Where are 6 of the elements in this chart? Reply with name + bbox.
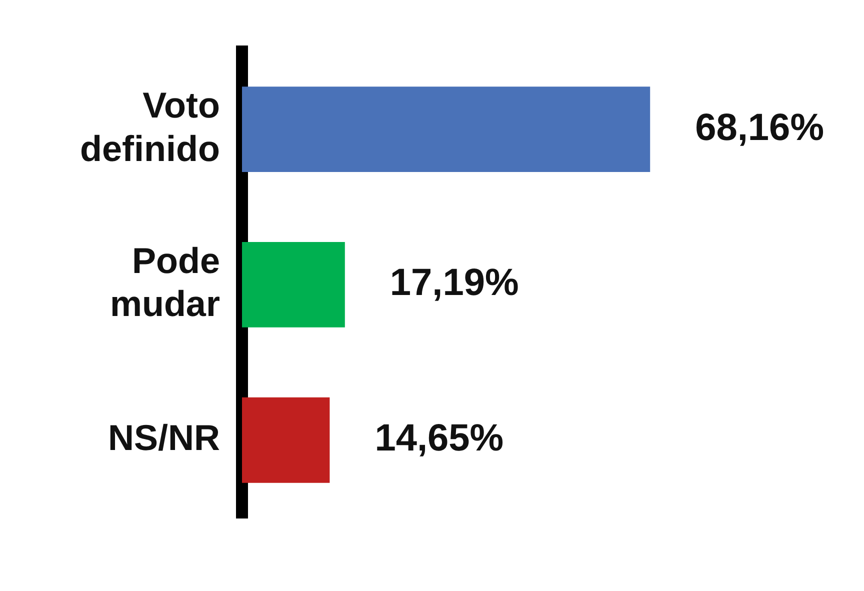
data-label: 68,16% — [695, 106, 824, 149]
data-label: 17,19% — [390, 262, 519, 304]
y-tick-label: Pode mudar — [110, 240, 220, 324]
y-tick-label: Voto definido — [80, 84, 220, 169]
data-label: 14,65% — [374, 418, 504, 460]
y-tick-label: NS/NR — [108, 417, 220, 458]
